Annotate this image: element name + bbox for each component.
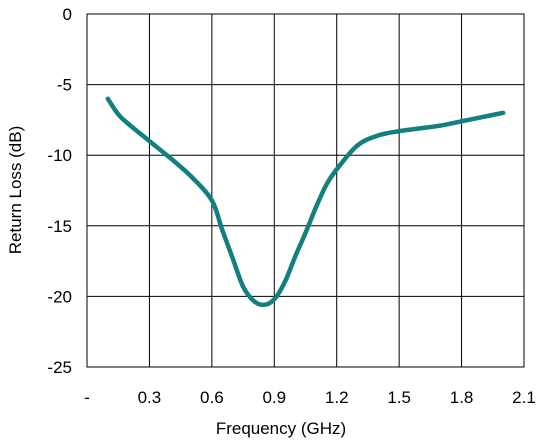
x-tick-label: -	[84, 388, 90, 407]
y-tick-label: -10	[47, 146, 72, 165]
y-tick-label: -5	[57, 76, 72, 95]
x-tick-label: 2.1	[512, 388, 536, 407]
x-tick-label: 0.6	[200, 388, 224, 407]
y-tick-labels: 0 -5 -10 -15 -20 -25	[47, 5, 72, 377]
x-tick-label: 1.8	[450, 388, 474, 407]
y-tick-label: -25	[47, 358, 72, 377]
x-tick-label: 1.2	[325, 388, 349, 407]
y-tick-label: -15	[47, 217, 72, 236]
y-axis-label: Return Loss (dB)	[6, 126, 25, 255]
x-tick-label: 0.3	[138, 388, 162, 407]
grid-lines	[87, 14, 524, 367]
x-tick-labels: - 0.3 0.6 0.9 1.2 1.5 1.8 2.1	[84, 388, 536, 407]
x-tick-label: 1.5	[387, 388, 411, 407]
series-line	[105, 96, 506, 308]
x-tick-label: 0.9	[262, 388, 286, 407]
x-axis-label: Frequency (GHz)	[216, 419, 346, 438]
plot-area	[87, 14, 524, 367]
y-tick-label: 0	[63, 5, 72, 24]
series-layer	[105, 96, 506, 308]
plot-frame	[86, 13, 525, 368]
y-tick-label: -20	[47, 287, 72, 306]
